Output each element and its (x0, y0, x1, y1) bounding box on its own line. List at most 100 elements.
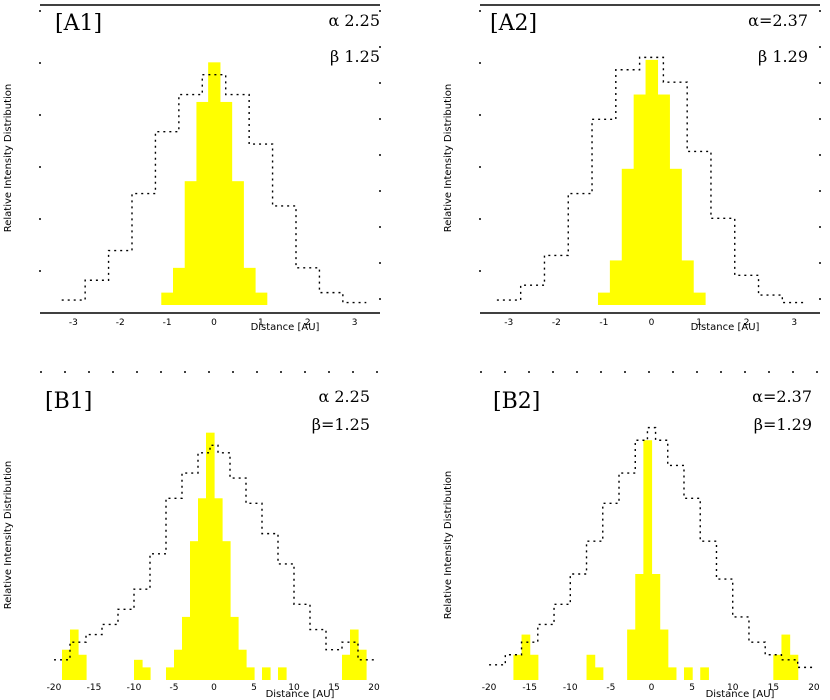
panel-a1-title: [A1] (55, 11, 102, 36)
panel-b1-bars (62, 432, 367, 680)
panel-a1-bar (243, 267, 256, 305)
panel-a1-x-ticks: -3 -2 -1 0 1 2 3 (69, 318, 358, 328)
panel-b1-bar (70, 629, 79, 680)
panel-a1-x-tick-label: -2 (116, 318, 125, 328)
panel-a1-x-tick-label: 2 (305, 318, 311, 328)
panel-a1-x-tick-label: 3 (352, 318, 358, 328)
panel-b1-bar (182, 616, 191, 680)
panel-b1-bar (78, 654, 87, 680)
panel-a2-title: [A2] (490, 11, 537, 36)
panel-a2-bar (681, 260, 694, 305)
panel-b1-bar (262, 667, 271, 680)
panel-b2-x-tick-label: 0 (649, 683, 655, 693)
panel-a2-xlabel: Distance [AU] (691, 322, 760, 333)
panel-a2-alpha: α=2.37 (748, 11, 808, 30)
panel-b2-x-tick-label: -10 (563, 683, 578, 693)
panel-a1-xlabel: Distance [AU] (251, 322, 320, 333)
panel-b1-dotted-series (54, 444, 374, 661)
panel-b1-alpha: α 2.25 (318, 387, 370, 406)
panel-b1-bar (62, 649, 71, 680)
panel-b1-x-tick-label: 5 (251, 683, 257, 693)
panel-b1-x-tick-label: 10 (288, 683, 300, 693)
panel-a2-x-tick-label: 1 (696, 318, 702, 328)
panel-b1-x-tick-label: 20 (368, 683, 380, 693)
panel-b2-bar (789, 654, 799, 680)
panel-a2-x-tick-label: -2 (552, 318, 561, 328)
panel-b1-bar (190, 541, 199, 680)
panel-b1-bar (358, 649, 367, 680)
panel-b2-xlabel: Distance [AU] (706, 689, 775, 700)
panel-b2-bar (627, 629, 636, 680)
panel-b1-beta: β=1.25 (312, 415, 370, 434)
panel-a1-beta: β 1.25 (330, 47, 380, 66)
panel-b2-bar (667, 667, 677, 680)
panel-b1-bar (222, 541, 231, 680)
panel-b2-ylabel: Relative Intensity Distribution (443, 471, 454, 620)
panel-b2-x-ticks: -20 -15 -10 -5 0 5 10 15 20 (482, 683, 820, 693)
panel-a1-bar (161, 292, 174, 305)
panel-b1-bar (230, 616, 239, 680)
panel-b2-title: [B2] (493, 389, 540, 414)
panel-a1-x-tick-label: 1 (258, 318, 264, 328)
panel-a1-dotted-series (61, 74, 367, 304)
panel-b2-x-tick-label: -5 (606, 683, 615, 693)
panel-a1-bar (196, 101, 209, 305)
panel-b1-bar (278, 667, 287, 680)
panel-a2-bar (693, 292, 706, 305)
panel-a1: -3 -2 -1 0 1 2 3 [A1] α 2.25 β 1.25 Distance [… (3, 4, 380, 333)
panel-a1-x-tick-label: -3 (69, 318, 78, 328)
panel-b1-bar (198, 498, 207, 680)
panel-a1-bar (173, 267, 186, 305)
panel-b2-bar (635, 574, 644, 680)
panel-b1-x-tick-label: 15 (328, 683, 339, 693)
panel-b2-bar (529, 654, 539, 680)
panel-b2-alpha: α=2.37 (752, 387, 812, 406)
panel-b1-x-tick-label: -5 (170, 683, 179, 693)
panel-a2-bar (657, 94, 670, 306)
panel-b1-bar (238, 649, 247, 680)
panel-b2-x-tick-label: -20 (482, 683, 497, 693)
panel-b2-x-tick-label: 10 (727, 683, 739, 693)
panel-b1-bar (342, 654, 351, 680)
panel-a2-bar (609, 260, 623, 305)
panel-a2-bar (669, 168, 682, 305)
panel-b2-bar (521, 634, 531, 680)
panel-b1-bar (134, 659, 143, 680)
panel-a2-bar (597, 292, 611, 305)
panel-a2-bar (633, 94, 647, 306)
panel-a2-x-tick-label: 0 (649, 318, 655, 328)
panel-b1-x-tick-label: -15 (87, 683, 102, 693)
panel-b1-xlabel: Distance [AU] (266, 689, 335, 700)
panel-b2-bar (513, 654, 523, 680)
panel-b2-x-tick-label: -15 (522, 683, 537, 693)
panel-a2-beta: β 1.29 (758, 47, 808, 66)
panel-b2-beta: β=1.29 (754, 415, 812, 434)
panel-b2-bar (594, 667, 604, 680)
panel-a2-ylabel: Relative Intensity Distribution (443, 84, 454, 233)
panel-b1-x-tick-label: 0 (211, 683, 217, 693)
panel-b2-bar (643, 440, 653, 680)
panel-a2-x-tick-label: 2 (744, 318, 750, 328)
panel-a2-dotted-series (496, 56, 807, 304)
panel-b2-bars (513, 440, 799, 680)
panel-a2: -3 -2 -1 0 1 2 3 [A2] α=2.37 β 1.29 Distance [… (443, 4, 820, 333)
panel-a1-x-tick-label: -1 (163, 318, 172, 328)
panel-b2-bar (781, 634, 791, 680)
panel-b1-x-tick-label: -20 (47, 683, 62, 693)
frame-dotted-accents (39, 10, 821, 373)
panel-a2-x-tick-label: -3 (504, 318, 513, 328)
panel-b1-x-ticks: -20 -15 -10 -5 0 5 10 15 20 (47, 683, 380, 693)
panel-b1: -20 -15 -10 -5 0 5 10 15 20 [B1] α 2.25 β=1.25 D… (3, 387, 380, 700)
panel-a1-alpha: α 2.25 (328, 11, 380, 30)
panel-b1-ylabel: Relative Intensity Distribution (3, 461, 14, 610)
panel-b2-bar (586, 654, 596, 680)
panel-a2-x-tick-label: 3 (791, 318, 797, 328)
panel-a1-bar (184, 181, 198, 305)
panel-b2-bar (700, 667, 709, 680)
panel-a1-bar (255, 292, 268, 305)
panel-b1-bar (166, 667, 175, 680)
panel-a1-x-tick-label: 0 (211, 318, 217, 328)
panel-a1-bars (161, 62, 268, 306)
panel-b1-bar (214, 498, 223, 680)
